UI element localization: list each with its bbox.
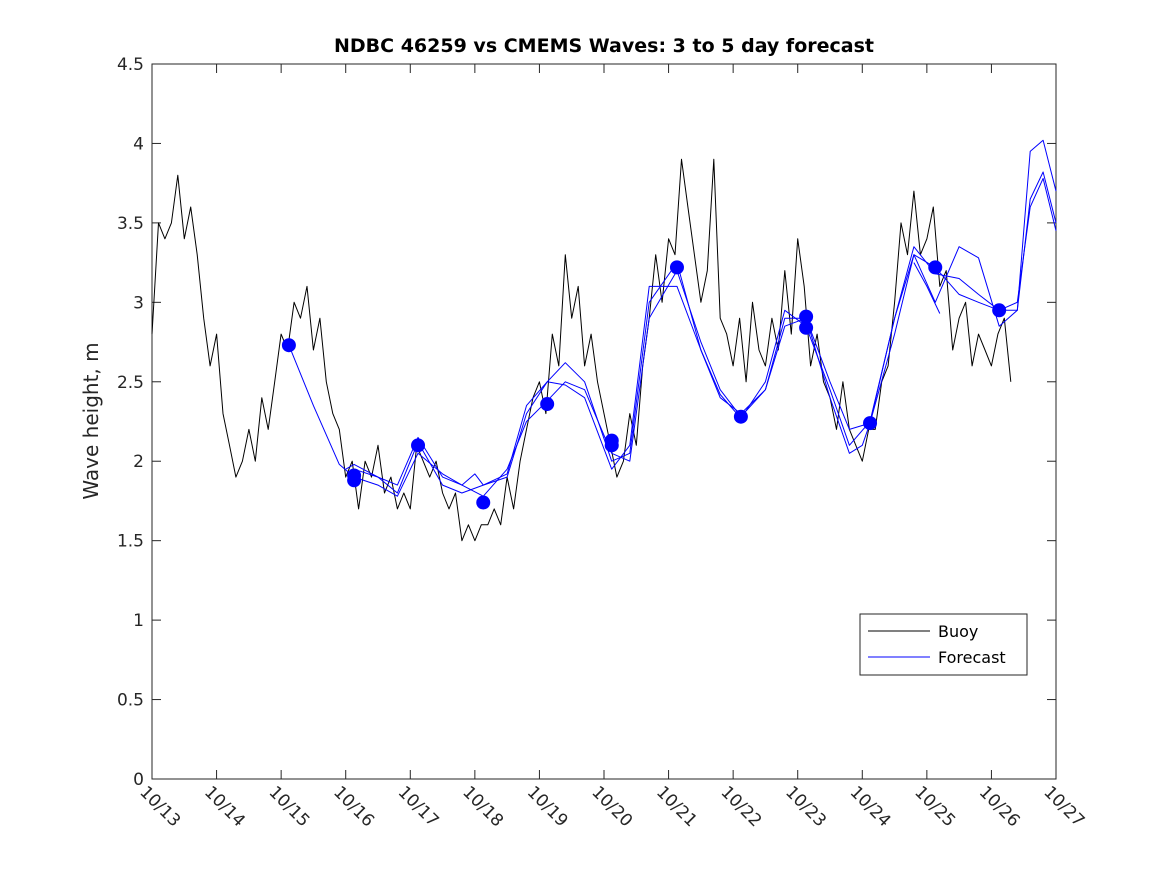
x-tick-label: 10/22: [717, 782, 766, 831]
x-tick-label: 10/17: [394, 782, 443, 831]
y-tick-label: 1: [133, 611, 144, 631]
y-axis: 0 0.5 1 1.5 2 2.5 3 3.5 4 4.5: [117, 55, 1056, 790]
forecast-marker: [669, 260, 684, 275]
series-lines: [151, 139, 1057, 542]
y-tick-label: 1.5: [117, 532, 144, 552]
x-tick-label: 10/25: [910, 782, 959, 831]
y-tick-label: 3: [133, 293, 144, 313]
forecast-marker: [928, 260, 943, 275]
forecast-marker: [799, 320, 814, 335]
y-tick-label: 3.5: [117, 214, 144, 234]
forecast-marker: [733, 409, 748, 424]
forecast-marker: [347, 473, 362, 488]
x-tick-label: 10/23: [781, 782, 830, 831]
forecast-marker: [476, 495, 491, 510]
x-tick-label: 10/19: [523, 782, 572, 831]
y-tick-label: 2.5: [117, 373, 144, 393]
legend-box: [859, 613, 1028, 676]
forecast-marker: [411, 438, 426, 453]
forecast-marker: [281, 338, 296, 353]
x-tick-label: 10/27: [1039, 782, 1088, 831]
y-tick-label: 4.5: [117, 55, 144, 75]
buoy-line: [151, 158, 1012, 542]
x-tick-label: 10/26: [975, 782, 1024, 831]
x-tick-label: 10/20: [587, 782, 636, 831]
x-tick-label: 10/15: [265, 782, 314, 831]
y-tick-label: 4: [133, 134, 144, 154]
forecast-line-2: [345, 171, 1057, 494]
forecast-line-4: [913, 262, 941, 314]
y-axis-label: Wave height, m: [79, 342, 103, 499]
y-tick-label: 2: [133, 452, 144, 472]
forecast-markers: [281, 260, 1007, 510]
x-tick-label: 10/18: [458, 782, 507, 831]
forecast-line-3: [353, 139, 1057, 486]
y-tick-label: 0.5: [117, 691, 144, 711]
forecast-marker: [604, 438, 619, 453]
forecast-marker: [540, 397, 555, 412]
forecast-marker: [992, 303, 1007, 318]
x-tick-label: 10/21: [652, 782, 701, 831]
x-tick-label: 10/13: [135, 782, 184, 831]
legend-forecast-label: Forecast: [938, 648, 1006, 667]
x-tick-label: 10/24: [846, 782, 895, 831]
y-tick-label: 0: [133, 770, 144, 790]
x-tick-label: 10/14: [200, 782, 249, 831]
forecast-marker: [863, 416, 878, 431]
x-tick-label: 10/16: [329, 782, 378, 831]
legend: Buoy Forecast: [859, 613, 1028, 676]
chart-title: NDBC 46259 vs CMEMS Waves: 3 to 5 day fo…: [334, 35, 874, 57]
forecast-marker: [799, 309, 814, 324]
legend-buoy-label: Buoy: [938, 622, 978, 641]
